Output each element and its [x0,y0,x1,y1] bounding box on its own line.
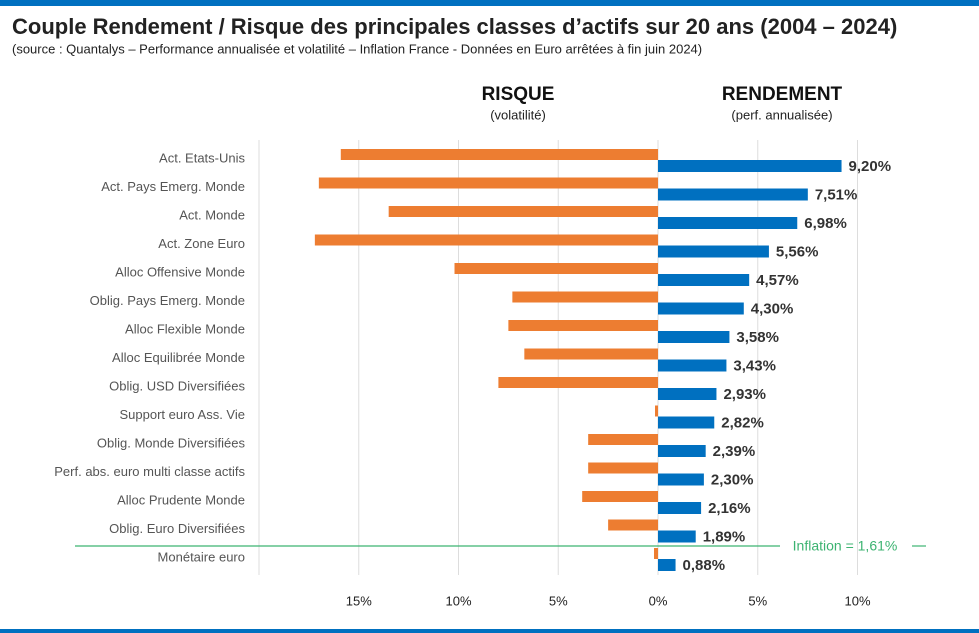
return-bar [658,359,727,372]
risk-bar [582,491,658,502]
value-label: 5,56% [776,243,819,260]
risk-bar [508,320,658,331]
value-label: 3,58% [736,329,779,346]
category-label: Act. Monde [179,207,245,222]
series-note: (volatilité) [490,107,546,122]
risk-bar [655,405,658,417]
category-label: Alloc Offensive Monde [115,264,245,279]
return-bar [658,416,715,429]
category-label: Oblig. Pays Emerg. Monde [90,293,245,308]
x-tick-label: 0% [649,593,668,608]
risk-bar [588,434,658,445]
value-label: 2,93% [723,386,766,403]
value-label: 4,30% [751,300,794,317]
category-label: Act. Zone Euro [158,236,245,251]
return-bar [658,188,808,201]
x-tick-label: 10% [445,593,471,608]
category-label: Oblig. Euro Diversifiées [109,521,245,536]
bottom-band [0,629,979,633]
category-label: Alloc Flexible Monde [125,321,245,336]
return-bar [658,245,769,258]
x-tick-label: 10% [844,593,870,608]
value-label: 2,30% [711,471,754,488]
value-label: 0,88% [683,557,726,574]
risk-bar [524,348,658,360]
value-label: 3,43% [733,357,776,374]
value-label: 2,16% [708,500,751,517]
return-bar [658,559,676,571]
category-label: Act. Pays Emerg. Monde [101,179,245,194]
risk-bar [340,149,658,160]
chart-title: Couple Rendement / Risque des principale… [12,14,897,39]
series-note: (perf. annualisée) [731,107,832,122]
return-bar [658,388,717,400]
x-tick-label: 15% [346,593,372,608]
return-bar [658,217,798,229]
series-header: RENDEMENT [722,84,843,105]
risk-bar [318,177,658,189]
category-label: Alloc Equilibrée Monde [112,350,245,365]
return-bar [658,274,750,286]
return-bar [658,445,706,457]
category-label: Support euro Ass. Vie [119,407,245,422]
value-label: 9,20% [849,158,892,175]
category-label: Act. Etats-Unis [159,150,245,165]
category-label: Alloc Prudente Monde [117,492,245,507]
return-bar [658,473,704,486]
risk-bar [608,519,658,531]
risk-bar [388,206,658,217]
risk-bar [498,377,658,388]
risk-bar [588,462,658,474]
chart-subtitle: (source : Quantalys – Performance annual… [12,41,702,56]
risk-bar [454,263,658,274]
x-tick-label: 5% [549,593,568,608]
category-label: Monétaire euro [158,549,245,564]
return-bar [658,302,744,315]
value-label: 7,51% [815,186,858,203]
x-tick-label: 5% [748,593,767,608]
risk-bar [654,548,658,559]
return-bar [658,530,696,543]
return-bar [658,160,842,172]
category-label: Oblig. USD Diversifiées [109,378,245,393]
category-label: Oblig. Monde Diversifiées [97,435,246,450]
risk-bar [314,234,658,246]
value-label: 6,98% [804,215,847,232]
value-label: 4,57% [756,272,799,289]
value-label: 2,82% [721,414,764,431]
reference-label: Inflation = 1,61% [793,538,898,554]
return-bar [658,502,702,514]
risk-bar [512,291,658,303]
top-band [0,0,979,6]
value-label: 1,89% [703,528,746,545]
category-label: Perf. abs. euro multi classe actifs [54,464,245,479]
series-header: RISQUE [482,84,555,105]
return-bar [658,331,730,343]
value-label: 2,39% [713,443,756,460]
